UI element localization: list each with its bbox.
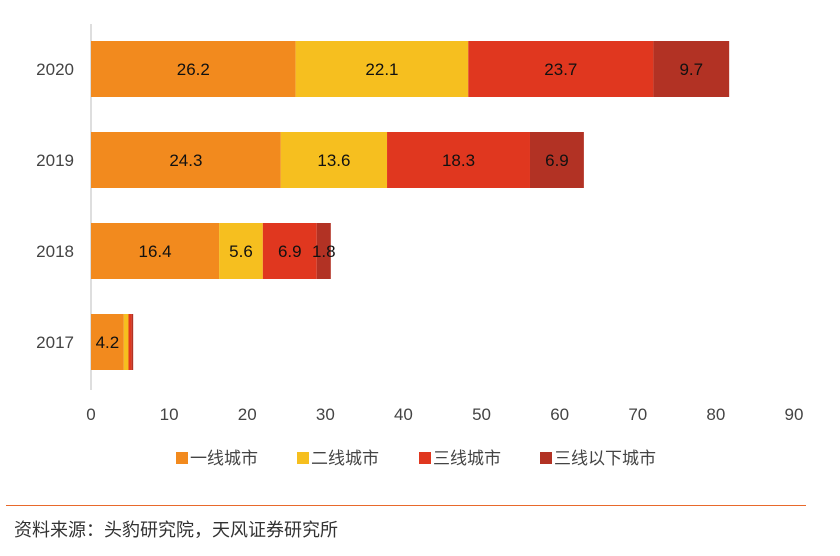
data-label: 16.4 — [139, 242, 172, 261]
bar-segment — [91, 132, 281, 188]
data-label: 23.7 — [544, 60, 577, 79]
bar-segment — [91, 223, 220, 279]
data-label: 18.3 — [442, 151, 475, 170]
data-label: 6.9 — [545, 151, 569, 170]
y-tick-label: 2018 — [36, 242, 74, 261]
x-tick-label: 20 — [238, 405, 257, 424]
data-label: 6.9 — [278, 242, 302, 261]
source-note: 资料来源：头豹研究院，天风证券研究所 — [14, 520, 338, 541]
x-tick-label: 80 — [706, 405, 725, 424]
legend-swatch — [540, 452, 552, 464]
bar-segment — [295, 41, 469, 97]
legend-label: 三线以下城市 — [554, 449, 656, 469]
data-label: 13.6 — [317, 151, 350, 170]
x-tick-label: 30 — [316, 405, 335, 424]
legend-swatch — [176, 452, 188, 464]
bar-segment — [468, 41, 654, 97]
bar-segment — [91, 41, 296, 97]
data-label: 24.3 — [169, 151, 202, 170]
bar-segment — [653, 41, 730, 97]
data-label: 1.8 — [312, 242, 336, 261]
bar-segment — [131, 314, 134, 370]
bar-segment — [529, 132, 584, 188]
bar-segment — [316, 223, 331, 279]
legend-label: 一线城市 — [190, 449, 258, 469]
bar-segment — [262, 223, 317, 279]
x-tick-label: 50 — [472, 405, 491, 424]
x-tick-label: 0 — [86, 405, 95, 424]
y-tick-label: 2019 — [36, 151, 74, 170]
y-tick-label: 2017 — [36, 333, 74, 352]
data-label: 5.6 — [229, 242, 253, 261]
stacked-bar-chart: 26.2 22.1 23.7 9.7 2020 24.3 13.6 18.3 6.9 2019 16… — [36, 24, 804, 469]
x-tick-label: 70 — [628, 405, 647, 424]
legend-swatch — [297, 452, 309, 464]
bar-segment — [219, 223, 263, 279]
bar-segment — [387, 132, 530, 188]
legend-label: 二线城市 — [311, 449, 379, 469]
data-label: 4.2 — [96, 333, 120, 352]
legend-swatch — [419, 452, 431, 464]
data-label: 9.7 — [679, 60, 703, 79]
x-tick-label: 90 — [785, 405, 804, 424]
x-tick-label: 40 — [394, 405, 413, 424]
data-label: 26.2 — [177, 60, 210, 79]
bar-segment — [123, 314, 129, 370]
y-tick-label: 2020 — [36, 60, 74, 79]
bar-segment — [280, 132, 388, 188]
bar-segment — [128, 314, 132, 370]
data-label: 22.1 — [365, 60, 398, 79]
bar-segment — [91, 314, 124, 370]
x-tick-label: 60 — [550, 405, 569, 424]
legend-label: 三线城市 — [433, 449, 501, 469]
x-tick-label: 10 — [160, 405, 179, 424]
source-divider — [6, 505, 806, 506]
